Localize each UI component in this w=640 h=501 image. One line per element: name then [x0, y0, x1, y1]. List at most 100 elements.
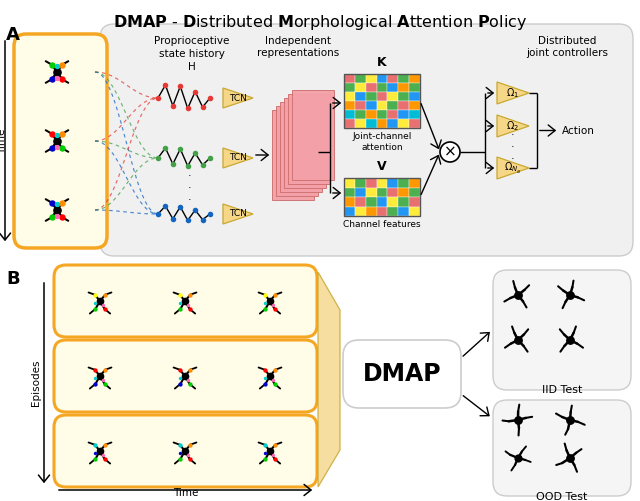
Bar	[387, 110, 398, 119]
Bar	[409, 110, 420, 119]
Bar	[376, 92, 387, 101]
Text: TCN: TCN	[229, 209, 247, 218]
Bar	[344, 187, 355, 197]
Bar	[376, 197, 387, 206]
Bar	[344, 206, 355, 216]
FancyBboxPatch shape	[14, 34, 107, 248]
Bar	[387, 83, 398, 92]
FancyBboxPatch shape	[54, 265, 317, 337]
Bar	[409, 101, 420, 110]
Bar	[387, 178, 398, 187]
Text: $\Omega_1$: $\Omega_1$	[506, 86, 520, 100]
Bar	[344, 197, 355, 206]
Circle shape	[440, 142, 460, 162]
Text: $\Omega_2$: $\Omega_2$	[506, 119, 520, 133]
Bar	[398, 110, 409, 119]
Bar	[398, 119, 409, 128]
Bar	[355, 83, 365, 92]
Bar	[365, 178, 376, 187]
FancyBboxPatch shape	[292, 90, 334, 180]
Text: Independent
representations: Independent representations	[257, 36, 339, 58]
Bar	[387, 119, 398, 128]
Bar	[344, 92, 355, 101]
Bar	[376, 119, 387, 128]
Bar	[398, 101, 409, 110]
Bar	[398, 206, 409, 216]
Text: Time: Time	[0, 128, 7, 154]
Bar	[344, 83, 355, 92]
Bar	[376, 83, 387, 92]
Bar	[376, 74, 387, 83]
FancyBboxPatch shape	[54, 415, 317, 487]
Bar	[398, 83, 409, 92]
Bar	[344, 178, 355, 187]
FancyBboxPatch shape	[54, 340, 317, 412]
Bar	[365, 101, 376, 110]
Polygon shape	[223, 148, 253, 168]
FancyBboxPatch shape	[493, 270, 631, 390]
Text: Proprioceptive
state history
H: Proprioceptive state history H	[154, 36, 230, 73]
Text: V: V	[377, 160, 387, 173]
Bar	[355, 197, 365, 206]
Bar	[355, 187, 365, 197]
Bar	[355, 110, 365, 119]
Bar	[409, 119, 420, 128]
FancyBboxPatch shape	[493, 400, 631, 496]
Bar	[365, 92, 376, 101]
Bar	[365, 187, 376, 197]
Text: Action: Action	[562, 125, 595, 135]
Bar	[409, 92, 420, 101]
Bar	[409, 197, 420, 206]
Text: IID Test: IID Test	[542, 385, 582, 395]
Bar	[365, 110, 376, 119]
Bar	[365, 197, 376, 206]
Text: ·
·
·: · · ·	[188, 171, 192, 204]
Polygon shape	[223, 88, 253, 108]
Bar	[365, 119, 376, 128]
Text: Channel features: Channel features	[343, 220, 421, 229]
FancyBboxPatch shape	[343, 340, 461, 408]
Bar	[409, 74, 420, 83]
Bar	[398, 178, 409, 187]
FancyBboxPatch shape	[272, 110, 314, 200]
Bar	[344, 178, 420, 216]
Bar	[387, 187, 398, 197]
Bar	[355, 74, 365, 83]
Bar	[376, 187, 387, 197]
Text: Episodes: Episodes	[31, 360, 41, 406]
Text: A: A	[6, 26, 20, 44]
Polygon shape	[497, 82, 529, 104]
Bar	[387, 101, 398, 110]
FancyBboxPatch shape	[288, 94, 330, 184]
Bar	[398, 92, 409, 101]
Bar	[409, 178, 420, 187]
Bar	[376, 206, 387, 216]
Bar	[365, 74, 376, 83]
Bar	[355, 178, 365, 187]
FancyBboxPatch shape	[100, 24, 633, 256]
Bar	[376, 178, 387, 187]
Bar	[355, 92, 365, 101]
Bar	[344, 119, 355, 128]
Bar	[409, 187, 420, 197]
Bar	[365, 206, 376, 216]
Polygon shape	[497, 115, 529, 137]
Bar	[344, 74, 420, 128]
FancyBboxPatch shape	[276, 106, 318, 196]
Text: Distributed
joint controllers: Distributed joint controllers	[526, 36, 608, 58]
Polygon shape	[497, 157, 529, 179]
Bar	[344, 110, 355, 119]
Bar	[376, 101, 387, 110]
Bar	[387, 92, 398, 101]
Text: TCN: TCN	[229, 94, 247, 103]
Text: ×: ×	[444, 144, 456, 159]
Bar	[355, 101, 365, 110]
Polygon shape	[318, 272, 340, 487]
FancyBboxPatch shape	[284, 98, 326, 188]
Bar	[409, 206, 420, 216]
Bar	[376, 110, 387, 119]
Bar	[355, 206, 365, 216]
Bar	[344, 74, 355, 83]
Bar	[344, 101, 355, 110]
Bar	[387, 206, 398, 216]
